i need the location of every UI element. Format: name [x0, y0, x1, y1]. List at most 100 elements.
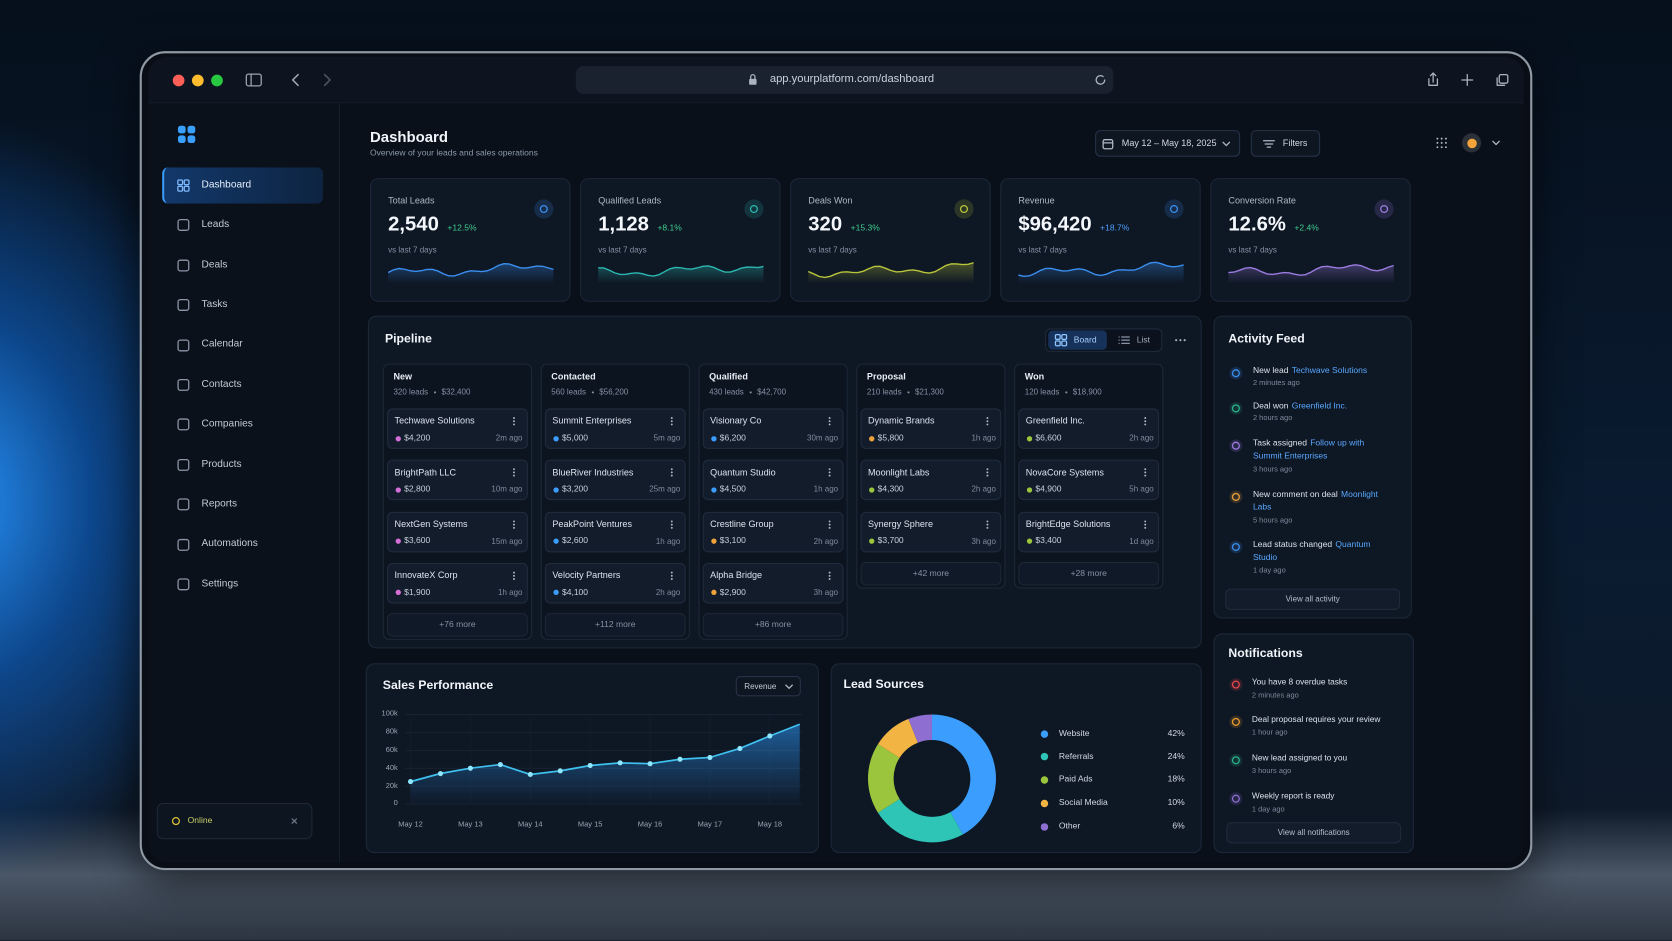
lead-card[interactable] — [544, 562, 686, 604]
sparkline-line — [387, 263, 554, 277]
card-amount: $5,800 — [877, 432, 904, 443]
lead-card[interactable] — [702, 562, 844, 604]
view-board[interactable] — [1048, 330, 1107, 350]
kpi-value-row: 1,128 +8.1% — [598, 212, 682, 238]
legend-swatch — [1040, 822, 1048, 831]
lead-card[interactable] — [544, 511, 686, 552]
x-tick-label: May 14 — [518, 821, 543, 830]
kpi-value: 2,540 — [388, 213, 439, 236]
x-tick-label: May 16 — [637, 821, 663, 830]
more-button[interactable] — [860, 561, 1002, 586]
lead-card[interactable] — [860, 408, 1002, 449]
card-amount: $4,900 — [1035, 484, 1062, 494]
sparkline-line — [807, 262, 974, 279]
kpi-value-row: 12.6% +2.4% — [1228, 212, 1318, 238]
lead-card[interactable] — [860, 459, 1002, 501]
more-button[interactable] — [1018, 561, 1160, 586]
glyph — [187, 125, 196, 134]
more-button[interactable] — [387, 613, 528, 637]
glyph — [1231, 492, 1240, 501]
glyph — [785, 684, 793, 689]
activity-icon — [1229, 402, 1243, 415]
reload — [1095, 75, 1106, 85]
url-bar[interactable] — [575, 66, 1114, 94]
activity-time: 2 hours ago — [1252, 415, 1293, 423]
card-amount: $3,100 — [719, 535, 746, 546]
column-amount: $18,900 — [1072, 387, 1102, 397]
lead-card[interactable] — [544, 408, 686, 449]
card-menu — [513, 571, 515, 580]
lead-card[interactable] — [387, 511, 528, 552]
lead-card[interactable] — [387, 408, 528, 449]
activity-link[interactable]: Techwave Solutions — [1291, 365, 1368, 376]
activity-link[interactable]: Quantum Studio — [1252, 539, 1371, 563]
kpi-period: vs last 7 days — [808, 245, 857, 255]
kpi-label: Revenue — [1018, 195, 1055, 207]
glyph — [828, 520, 831, 522]
lead-card[interactable] — [544, 459, 686, 501]
card-amount: $4,500 — [719, 484, 746, 494]
card-name: Techwave Solutions — [394, 415, 475, 426]
kpi-label: Qualified Leads — [598, 195, 662, 207]
status-icon — [171, 817, 180, 826]
sparkline-area — [388, 263, 554, 284]
glyph — [1054, 333, 1061, 340]
card-time: 2h ago — [655, 587, 681, 598]
card-amount: $4,200 — [404, 432, 431, 443]
card-menu — [828, 468, 831, 477]
chart-control[interactable] — [735, 676, 801, 697]
back-button[interactable] — [287, 71, 304, 88]
more-button[interactable] — [544, 613, 686, 637]
activity-link[interactable]: Moonlight Labs — [1252, 489, 1378, 513]
nav-label: Leads — [201, 218, 230, 231]
glyph — [513, 420, 515, 423]
lead-card[interactable] — [1018, 408, 1160, 449]
card-menu — [828, 520, 831, 529]
activity-link[interactable]: Greenfield Inc. — [1291, 400, 1348, 411]
glyph — [670, 574, 673, 577]
lead-card[interactable] — [702, 459, 844, 501]
nav-item[interactable] — [162, 167, 324, 204]
card-dot — [395, 487, 401, 493]
lead-card[interactable] — [387, 459, 528, 501]
lead-card[interactable] — [702, 408, 844, 449]
data-point — [407, 779, 414, 785]
card-amount: $3,200 — [561, 484, 589, 494]
kpi-label: Deals Won — [808, 195, 853, 207]
activity-icon-glyph — [1231, 369, 1240, 378]
legend-label: Paid Ads — [1058, 774, 1093, 785]
filters-button[interactable] — [1250, 130, 1321, 157]
card-name: InnovateX Corp — [394, 569, 458, 581]
lead-card[interactable] — [860, 511, 1002, 552]
more-menu[interactable] — [1172, 332, 1189, 349]
glyph — [670, 523, 673, 526]
date-button[interactable] — [1095, 130, 1241, 157]
activity-button[interactable] — [1225, 588, 1401, 610]
activity-icon — [1229, 540, 1243, 554]
activity-link[interactable]: Follow up with Summit Enterprises — [1252, 438, 1365, 462]
more-button[interactable] — [702, 613, 844, 637]
kpi-icon-glyph — [749, 204, 758, 214]
glyph — [986, 423, 989, 426]
activity-item: New comment on deal Moonlight Labs 5 hours… — [1253, 488, 1394, 526]
glyph — [749, 78, 757, 85]
glyph — [1169, 204, 1179, 214]
glyph — [1118, 336, 1120, 338]
legend-swatch — [1040, 776, 1048, 784]
lead-card[interactable] — [1018, 459, 1160, 501]
card-dot — [868, 487, 874, 493]
notifications-button[interactable] — [1226, 822, 1402, 844]
lock-icon — [749, 74, 757, 85]
card-menu — [670, 417, 673, 426]
lead-card[interactable] — [702, 511, 844, 552]
glyph — [828, 423, 831, 426]
chart-title: Lead Sources — [843, 677, 924, 691]
notifications-button-label: View all notifications — [1277, 827, 1350, 838]
data-point — [467, 765, 473, 771]
lead-card[interactable] — [387, 562, 528, 604]
separator-dot — [906, 391, 910, 394]
tabs — [1496, 74, 1509, 86]
card-menu — [1144, 468, 1147, 477]
activity-icon — [1229, 490, 1243, 504]
lead-card[interactable] — [1018, 511, 1160, 552]
